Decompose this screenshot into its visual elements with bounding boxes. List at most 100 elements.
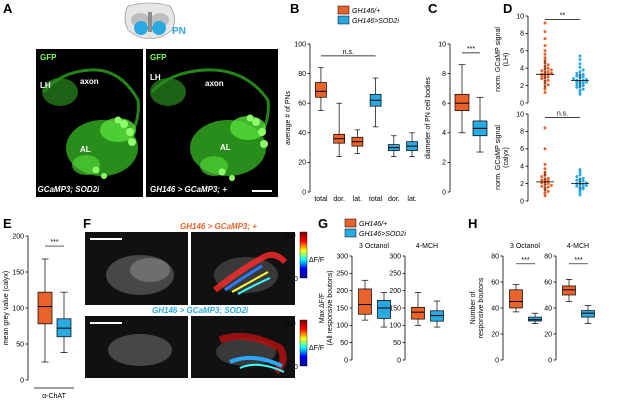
- d1-point: [581, 84, 585, 88]
- d2-point: [540, 175, 544, 179]
- f-images-row1: [85, 232, 295, 305]
- d2-y-tick-label: 4: [520, 164, 524, 171]
- d2-point: [575, 178, 579, 182]
- d1-point: [575, 85, 579, 89]
- d2-point: [543, 194, 547, 198]
- d1-point: [546, 83, 550, 87]
- g-1-y-tick-label: 150: [389, 305, 401, 312]
- b-y-tick-label: 0: [302, 189, 306, 196]
- d2-y-axis-label: norm. GCaMP signal: [495, 125, 502, 190]
- d2-point: [543, 191, 547, 195]
- d1-point: [581, 72, 585, 76]
- h-0-y-tick-label: 60: [491, 279, 499, 286]
- d1-point: [540, 69, 544, 73]
- colorbar1-min: 0: [294, 276, 298, 283]
- legend-g-entry-control: GH146/+: [359, 221, 387, 228]
- b-y-tick-label: 40: [298, 130, 306, 137]
- d2-point: [584, 183, 588, 187]
- c-y-tick-label: 10: [438, 41, 446, 48]
- d1-y-tick-label: 10: [516, 13, 524, 20]
- c-y-tick-label: 2: [442, 160, 446, 167]
- d1-point: [546, 70, 550, 74]
- scale-bar-f1: [90, 238, 122, 240]
- panel-label-c: C: [428, 1, 438, 16]
- d1-point: [578, 58, 582, 61]
- d2-point: [543, 126, 547, 130]
- axon-label-2: axon: [205, 79, 224, 88]
- d1-point: [578, 62, 582, 66]
- f-title-sod2i: GH146 > GCaMP3; SOD2i: [152, 306, 249, 315]
- d1-point: [543, 30, 547, 34]
- b-box-0-box: [315, 82, 327, 98]
- d1-y-axis-label: (LH): [503, 53, 510, 67]
- legend-g-entry-sod2i: GH146>SOD2i: [359, 231, 406, 238]
- d1-point: [543, 56, 547, 60]
- d1-y-axis-label: norm. GCaMP signal: [495, 27, 502, 92]
- d2-point: [575, 184, 579, 188]
- d2-point: [540, 178, 544, 182]
- d1-point: [546, 63, 550, 67]
- h-subplot-title: 3 Octanol: [510, 243, 540, 250]
- d1-point: [575, 83, 579, 87]
- h-0-y-tick-label: 40: [491, 305, 499, 312]
- g-0-box-0-box: [358, 288, 372, 315]
- d2-point: [546, 176, 550, 180]
- f-images-row2: [85, 316, 295, 378]
- g-0-y-axis-label: Max ΔF/F: [319, 293, 326, 323]
- g-0-box-1-box: [377, 300, 391, 319]
- h-0-y-axis-label: responsive boutons: [478, 277, 485, 338]
- e-y-tick-label: 50: [16, 341, 24, 348]
- g-1-y-tick-label: 0: [397, 357, 401, 364]
- h-0-y-tick-label: 0: [495, 357, 499, 364]
- d1-y-tick-label: 8: [520, 31, 524, 38]
- d1-point: [546, 66, 550, 70]
- colorbar-1: [299, 231, 308, 279]
- d1-point: [578, 70, 582, 74]
- confocal-image-sod2i: [36, 49, 143, 197]
- d2-point: [540, 184, 544, 188]
- h-1-y-tick-label: 20: [544, 331, 552, 338]
- e-x-label: α-ChAT: [42, 393, 66, 400]
- h-1-y-tick-label: 40: [544, 305, 552, 312]
- g-0-y-tick-label: 150: [336, 305, 348, 312]
- panel-label-e: E: [3, 216, 12, 231]
- lh-label-2: LH: [150, 73, 161, 82]
- panel-label-g: G: [318, 216, 328, 231]
- colorbar2-max: 300: [284, 321, 296, 328]
- d1-point: [581, 81, 585, 85]
- panel-label-h: H: [468, 216, 477, 231]
- d2-point: [549, 183, 553, 187]
- g-0-y-axis-label: (All responsive boutons): [327, 270, 334, 345]
- g-0-y-tick-label: 200: [336, 288, 348, 295]
- d1-point: [543, 37, 547, 41]
- al-label-2: AL: [220, 143, 231, 152]
- legend-g-swatch-blue: [344, 228, 357, 238]
- d1-point: [543, 87, 547, 91]
- b-y-tick-label: 80: [298, 71, 306, 78]
- g-0-y-tick-label: 50: [340, 340, 348, 347]
- d2-point: [546, 182, 550, 186]
- d2-point: [578, 193, 582, 197]
- c-y-axis-label: diameter of PN cell bodies: [425, 77, 432, 159]
- legend-bc: GH146/+ GH146>SOD2i: [337, 5, 399, 25]
- c-y-tick-label: 0: [442, 189, 446, 196]
- d1-y-tick-label: 2: [520, 83, 524, 90]
- caption-image-1: GH146 > GCaMP3; SOD2i: [3, 185, 100, 194]
- colorbar2-label: ΔF/F: [309, 345, 324, 352]
- f-title-control: GH146 > GCaMP3; +: [180, 222, 257, 231]
- d1-point: [543, 44, 547, 48]
- g-1-y-tick-label: 300: [389, 253, 401, 260]
- d1-point: [578, 92, 582, 96]
- d1-point: [575, 71, 579, 75]
- b-y-tick-label: 20: [298, 160, 306, 167]
- caption-image-2: GH146 > GCaMP3; +: [150, 185, 227, 194]
- g-1-y-tick-label: 200: [389, 288, 401, 295]
- g-1-box-0-box: [411, 306, 425, 320]
- d2-point: [543, 167, 547, 171]
- b-x-tick-label: total: [314, 196, 328, 203]
- d2-point: [546, 189, 550, 193]
- g-0-y-tick-label: 250: [336, 271, 348, 278]
- d2-point: [581, 179, 585, 183]
- d2-point: [581, 176, 585, 180]
